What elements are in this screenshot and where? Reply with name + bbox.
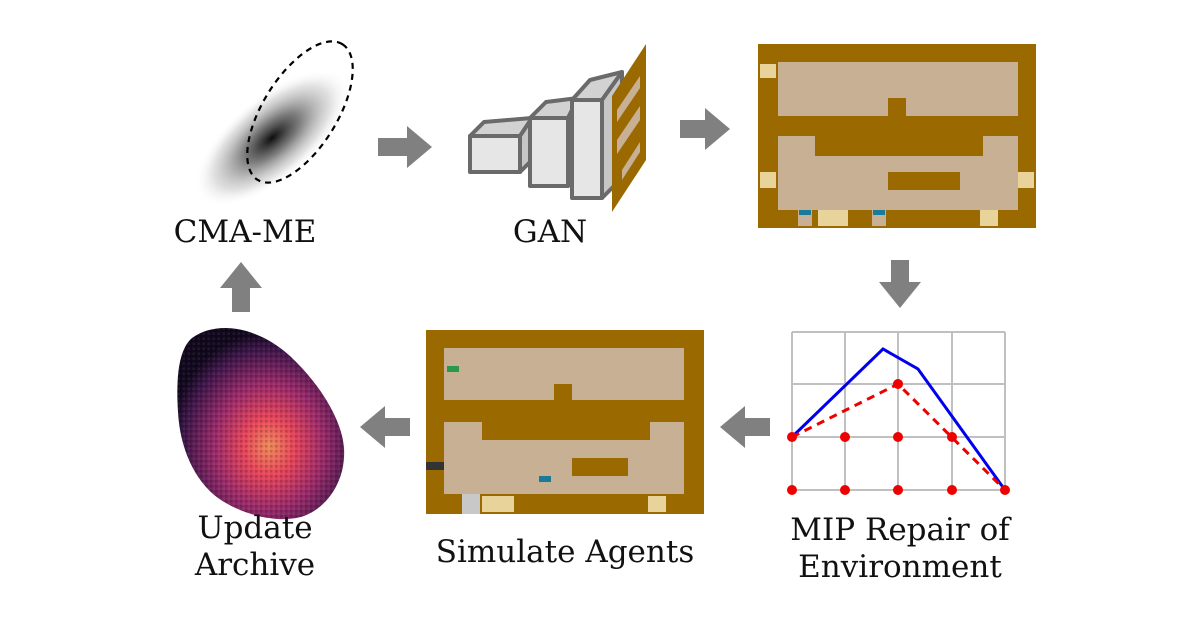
chef-icon bbox=[873, 210, 885, 215]
gan-output-level bbox=[612, 44, 646, 212]
serving-counter bbox=[426, 462, 444, 470]
dashed-covariance-ellipse bbox=[246, 40, 354, 184]
onion-icon bbox=[648, 496, 666, 512]
arrow-left-2 bbox=[360, 406, 410, 448]
cma-me-distribution bbox=[194, 40, 354, 208]
onion-icon bbox=[818, 210, 848, 226]
onion-icon bbox=[1018, 172, 1034, 188]
mip-solution-line bbox=[790, 347, 1007, 491]
dish-station bbox=[462, 494, 480, 514]
simulated-kitchen-level bbox=[426, 330, 704, 514]
simulate-agents-label: Simulate Agents bbox=[435, 534, 695, 570]
onion-icon bbox=[482, 496, 514, 512]
archive-heatmap bbox=[177, 327, 345, 520]
onion-icon bbox=[760, 172, 776, 188]
archive-label-line2: Archive bbox=[194, 547, 316, 583]
arrow-right-1 bbox=[378, 126, 432, 168]
mip-repair-plot bbox=[787, 331, 1010, 495]
archive-label-line1: Update bbox=[197, 510, 313, 546]
gan-label: GAN bbox=[512, 214, 588, 250]
arrow-left-1 bbox=[720, 406, 770, 448]
onion-icon bbox=[760, 64, 776, 78]
gan-network-icon bbox=[468, 70, 624, 200]
generated-kitchen-level bbox=[758, 44, 1036, 228]
mip-label-line1: MIP Repair of bbox=[790, 512, 1010, 548]
chef-icon bbox=[539, 476, 551, 482]
arrow-right-2 bbox=[680, 108, 730, 150]
mip-label-line2: Environment bbox=[798, 549, 1002, 585]
arrow-up bbox=[220, 262, 262, 312]
chef-icon bbox=[799, 210, 811, 215]
chef-icon bbox=[447, 366, 459, 372]
arrow-down bbox=[879, 260, 921, 308]
onion-icon bbox=[980, 210, 998, 226]
flow-arrows bbox=[220, 108, 921, 448]
update-archive-label: Update Archive bbox=[170, 510, 340, 584]
mip-integer-points bbox=[787, 379, 1010, 495]
mip-label: MIP Repair of Environment bbox=[760, 512, 1040, 586]
cma-me-label: CMA-ME bbox=[173, 214, 317, 250]
mip-grid bbox=[791, 331, 1006, 491]
